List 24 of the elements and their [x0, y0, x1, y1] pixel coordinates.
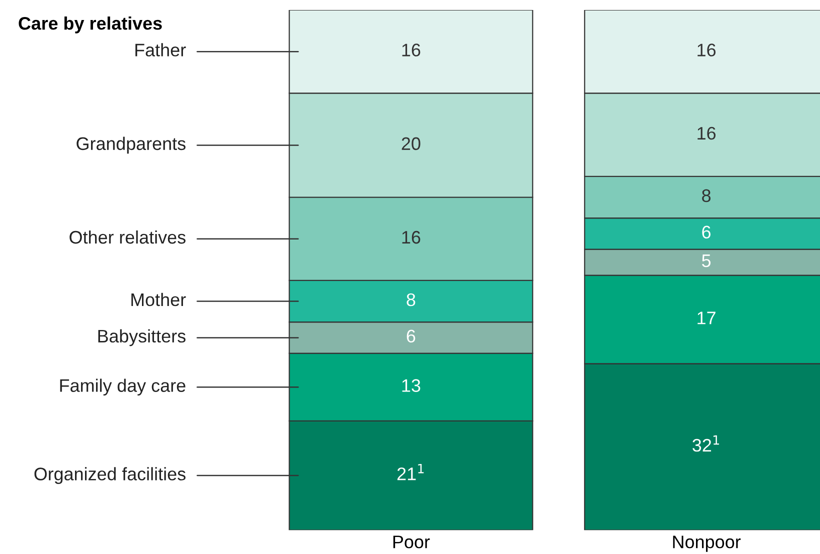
data-label: 16: [402, 230, 420, 244]
text: Organized facilities: [34, 467, 186, 484]
data-label: 16: [698, 44, 716, 56]
legend-title: Care by relatives: [18, 16, 162, 34]
text: Family day care: [60, 378, 186, 396]
text: Father: [135, 43, 186, 56]
data-label: 21$^{1}$: [397, 464, 424, 480]
data-label: 8: [702, 189, 711, 202]
text: Mother: [131, 292, 186, 306]
data-label: 20: [402, 137, 420, 150]
data-label: 17: [698, 312, 716, 324]
x-tick-label: Poor: [393, 536, 430, 548]
data-label: 32$^{1}$: [692, 435, 719, 452]
text: Grandparents: [76, 136, 186, 154]
data-label: 8: [406, 293, 416, 306]
x-tick-label: Nonpoor: [673, 536, 741, 552]
data-label: 16: [698, 126, 716, 140]
text: Babysitters: [98, 329, 186, 346]
data-label: 5: [702, 254, 711, 268]
data-label: 6: [406, 330, 416, 343]
data-label: 16: [402, 44, 420, 56]
data-label: 13: [402, 379, 420, 392]
data-label: 6: [702, 226, 711, 239]
text: Other relatives: [70, 230, 186, 244]
